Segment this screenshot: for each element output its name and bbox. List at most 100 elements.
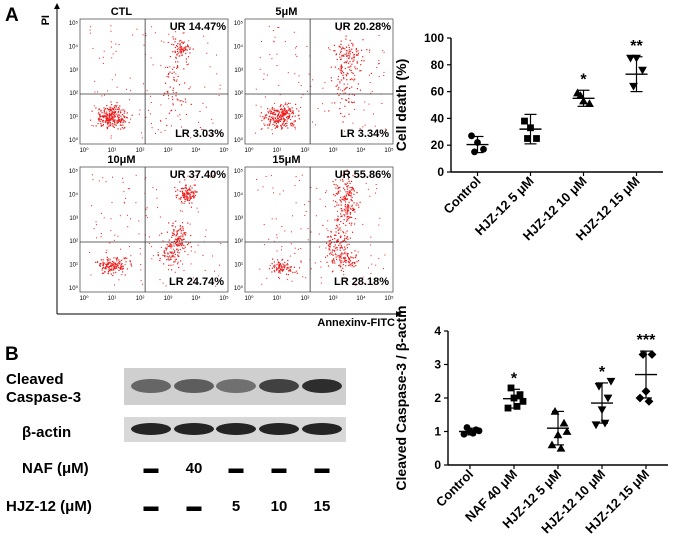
flow-y-tick: 10⁰ — [69, 285, 79, 292]
flow-x-tick: 10³ — [164, 296, 173, 302]
data-point — [556, 443, 566, 452]
data-point — [533, 135, 540, 142]
data-point — [644, 396, 654, 406]
y-axis-title: Cleaved Caspase-3 / β-actin — [393, 305, 409, 490]
lr-quadrant-value: LR 28.18% — [334, 276, 389, 288]
flow-dots — [256, 169, 386, 286]
flow-y-tick: 10⁰ — [69, 137, 79, 144]
significance-mark: * — [599, 364, 606, 381]
actin-band — [131, 423, 171, 435]
data-point — [516, 391, 524, 399]
data-point — [559, 418, 569, 427]
treatment-value: ▬ — [144, 498, 159, 515]
flow-y-tick: 10⁵ — [234, 168, 244, 175]
ur-quadrant-value: UR 37.40% — [170, 169, 226, 181]
data-point — [597, 406, 607, 415]
treatment-value: ▬ — [315, 460, 330, 477]
flow-x-axis-label: Annexinv-FITC — [317, 317, 395, 329]
data-point — [626, 54, 635, 63]
treatment-value: 5 — [232, 498, 240, 515]
caspase-band — [131, 379, 171, 393]
data-point — [576, 91, 585, 100]
band-label-caspase-line2: Caspase-3 — [6, 389, 81, 406]
data-point — [524, 135, 531, 142]
data-point — [606, 377, 616, 386]
flow-y-tick: 10² — [69, 239, 78, 245]
data-point — [510, 394, 518, 402]
data-point — [638, 350, 648, 359]
flow-cytometry-panel: PI Annexinv-FITC 10⁰10⁰10¹10¹10²10²10³10… — [40, 3, 402, 329]
flow-x-tick: 10⁴ — [191, 147, 201, 154]
flow-x-tick: 10² — [136, 296, 145, 302]
significance-mark: * — [511, 370, 518, 387]
category-label: Control — [433, 467, 476, 510]
data-point — [519, 397, 527, 405]
flow-plot-frame — [79, 166, 229, 293]
data-point — [480, 145, 487, 153]
flow-y-tick: 10⁵ — [69, 168, 79, 175]
flow-x-tick: 10³ — [164, 148, 173, 154]
flow-y-tick: 10⁴ — [69, 191, 79, 198]
data-point — [513, 402, 521, 410]
data-point — [632, 54, 641, 63]
data-point — [471, 148, 478, 156]
flow-x-tick: 10⁰ — [244, 295, 254, 302]
flow-y-tick: 10² — [234, 91, 243, 97]
flow-plot-title: 15μM — [272, 154, 300, 166]
y-tick-label: 0 — [437, 165, 444, 179]
ur-quadrant-value: UR 20.28% — [335, 21, 391, 33]
y-tick-label: 60 — [431, 85, 445, 99]
data-point — [550, 407, 560, 415]
y-tick-label: 80 — [431, 58, 445, 72]
data-point — [635, 393, 645, 403]
data-point — [562, 427, 572, 435]
data-point — [468, 132, 475, 140]
western-blot-panel: Cleaved Caspase-3 β-actin NAF (μM) HJZ-1… — [6, 368, 346, 515]
flow-x-tick: 10⁰ — [79, 295, 89, 302]
panel-label-b: B — [5, 344, 19, 365]
flow-x-tick: 10⁵ — [384, 295, 394, 302]
actin-band — [216, 423, 256, 435]
flow-y-tick: 10³ — [234, 216, 243, 222]
data-point — [475, 427, 483, 435]
data-point — [591, 421, 601, 430]
treatment-value: ▬ — [229, 460, 244, 477]
data-point — [504, 404, 512, 412]
flow-y-tick: 10⁵ — [69, 20, 79, 27]
flow-y-tick: 10³ — [69, 216, 78, 222]
flow-x-tick: 10² — [301, 148, 310, 154]
treatment-value: 15 — [314, 498, 331, 515]
flow-y-tick: 10⁰ — [234, 137, 244, 144]
data-point — [641, 386, 651, 396]
y-tick-label: 20 — [431, 138, 445, 152]
flow-y-tick: 10⁵ — [234, 20, 244, 27]
flow-x-tick: 10⁰ — [244, 147, 254, 154]
data-point — [638, 66, 647, 75]
flow-y-tick: 10³ — [69, 68, 78, 74]
data-point — [527, 124, 534, 132]
flow-dots — [89, 25, 221, 139]
flow-plot-title: 5μM — [275, 6, 297, 18]
caspase-band — [259, 379, 299, 393]
flow-x-tick: 10² — [136, 148, 145, 154]
ur-quadrant-value: UR 14.47% — [170, 21, 226, 33]
flow-x-tick: 10³ — [329, 148, 338, 154]
flow-x-tick: 10⁰ — [79, 147, 89, 154]
flow-x-tick: 10¹ — [108, 296, 117, 302]
flow-dots — [89, 174, 222, 287]
caspase-band — [216, 379, 256, 393]
flow-plot-frame — [244, 166, 394, 293]
actin-band — [259, 423, 299, 435]
treatment-label-hjz: HJZ-12 (μM) — [6, 498, 92, 515]
y-axis-title: Cell death (%) — [393, 59, 409, 152]
panel-label-a: A — [5, 5, 19, 26]
treatment-value: ▬ — [272, 460, 287, 477]
flow-x-tick: 10² — [301, 296, 310, 302]
flow-y-tick: 10² — [234, 239, 243, 245]
flow-x-tick: 10¹ — [273, 296, 282, 302]
flow-y-tick: 10³ — [234, 68, 243, 74]
data-point — [594, 382, 604, 391]
